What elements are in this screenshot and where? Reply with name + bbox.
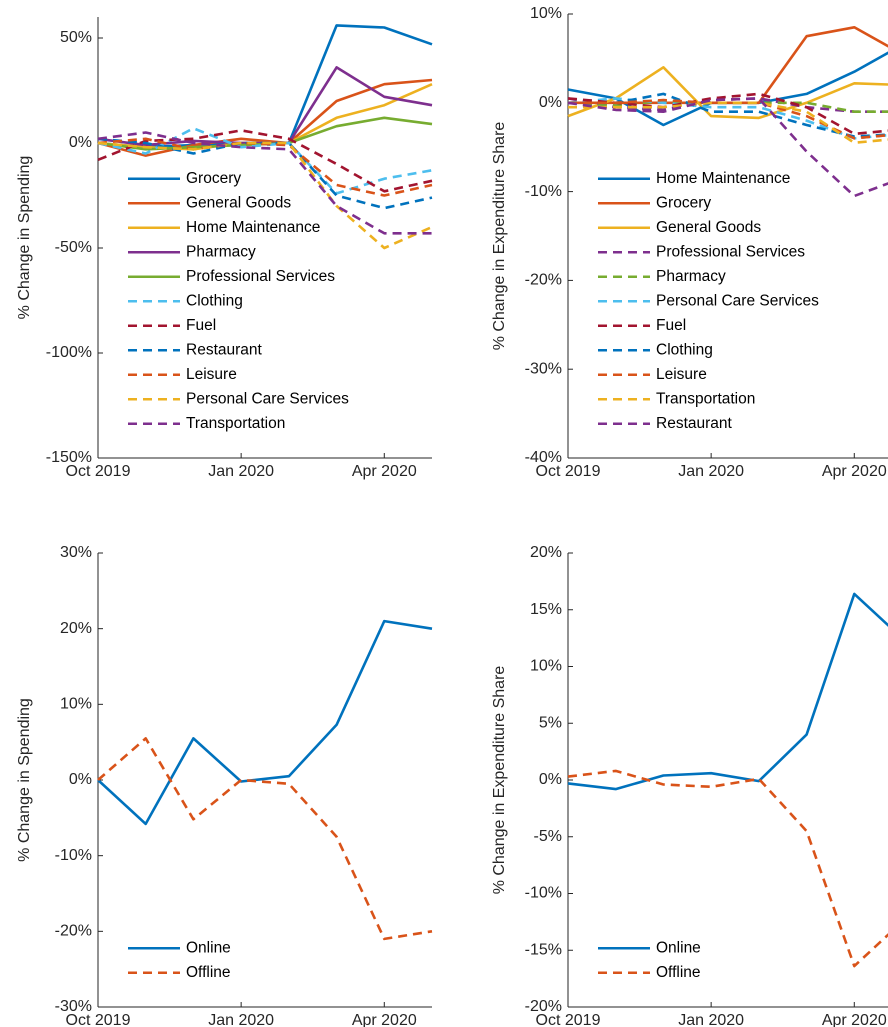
legend-label: Online	[656, 939, 701, 956]
series-line	[568, 26, 888, 105]
series-line	[97, 129, 433, 193]
legend-label: Grocery	[186, 170, 241, 187]
y-tick-label: 20%	[60, 620, 92, 637]
x-tick-label: Apr 2020	[822, 1012, 887, 1027]
y-tick-label: -150%	[46, 449, 92, 466]
legend: Grocery General Goods Home Maintenance Phar…	[128, 170, 349, 432]
y-tick-label: -100%	[46, 344, 92, 361]
legend-label: Leisure	[186, 366, 237, 383]
y-tick-label: -15%	[525, 941, 562, 958]
y-tick-label: -10%	[525, 885, 562, 902]
x-tick-label: Oct 2019	[66, 1012, 131, 1027]
y-tick-label: -10%	[55, 847, 92, 864]
x-tick-label: Oct 2019	[536, 463, 601, 480]
legend-label: Online	[186, 939, 231, 956]
x-tick-label: Jan 2020	[678, 1012, 744, 1027]
legend: Online Offline	[598, 939, 701, 981]
series-line	[568, 92, 888, 138]
legend-label: Personal Care Services	[656, 292, 819, 309]
legend-label: Grocery	[656, 194, 711, 211]
y-tick-label: -20%	[55, 923, 92, 940]
y-tick-label: 30%	[60, 544, 92, 561]
x-tick-label: Oct 2019	[66, 463, 131, 480]
y-tick-label: 15%	[530, 601, 562, 618]
legend-label: General Goods	[186, 194, 291, 211]
legend-label: Transportation	[186, 415, 285, 432]
series-line	[567, 592, 888, 791]
y-axis-label: % Change in Spending	[16, 698, 33, 862]
legend-label: Fuel	[656, 317, 686, 334]
series-line	[97, 737, 433, 941]
y-tick-label: -20%	[525, 998, 562, 1015]
legend-label: Fuel	[186, 317, 216, 334]
series-line	[567, 66, 888, 120]
legend-label: Offline	[186, 964, 231, 981]
series-line	[97, 78, 433, 157]
legend-label: Home Maintenance	[656, 170, 790, 187]
axes: -20% -15% -10% -5% 0% 5% 10% 15% 20% Oct 2019 Jan …	[491, 544, 888, 1027]
y-axis-label: % Change in Expenditure Share	[491, 122, 508, 351]
y-tick-label: 10%	[530, 5, 562, 22]
x-tick-label: Apr 2020	[352, 1012, 417, 1027]
y-tick-label: 0%	[69, 134, 92, 151]
series-line	[568, 101, 888, 145]
legend-label: Pharmacy	[186, 243, 256, 260]
x-tick-label: Oct 2019	[536, 1012, 601, 1027]
legend-label: Professional Services	[186, 268, 335, 285]
legend-label: Pharmacy	[656, 268, 726, 285]
y-tick-label: -10%	[525, 183, 562, 200]
x-tick-label: Jan 2020	[208, 463, 274, 480]
axes: -40% -30% -20% -10% 0% 10% Oct 2019 Jan 2020 Apr…	[491, 5, 888, 480]
x-tick-label: Apr 2020	[352, 463, 417, 480]
legend-label: Clothing	[186, 292, 243, 309]
series-line	[567, 97, 888, 198]
y-tick-label: 20%	[530, 544, 562, 561]
y-tick-label: 50%	[60, 29, 92, 46]
y-tick-label: 0%	[69, 771, 92, 788]
y-tick-label: -20%	[525, 272, 562, 289]
y-tick-label: 0%	[539, 771, 562, 788]
legend-label: Personal Care Services	[186, 390, 349, 407]
axes: -150% -100% -50% 0% 50% Oct 2019 Jan 2020 Apr 2…	[16, 17, 433, 480]
y-tick-label: 0%	[539, 94, 562, 111]
legend: Online Offline	[128, 939, 231, 981]
y-tick-label: 10%	[530, 658, 562, 675]
y-axis-label: % Change in Spending	[16, 156, 33, 320]
y-tick-label: -5%	[534, 828, 562, 845]
x-tick-label: Jan 2020	[208, 1012, 274, 1027]
y-tick-label: 10%	[60, 696, 92, 713]
series-line	[97, 141, 433, 250]
y-tick-label: -30%	[55, 998, 92, 1015]
x-tick-label: Apr 2020	[822, 463, 887, 480]
legend-label: Restaurant	[186, 341, 263, 358]
legend-label: General Goods	[656, 219, 761, 236]
y-tick-label: -30%	[525, 360, 562, 377]
y-tick-label: 5%	[539, 714, 562, 731]
legend-label: Leisure	[656, 366, 707, 383]
series-line	[97, 619, 433, 826]
series-line	[567, 769, 888, 968]
y-tick-label: -40%	[525, 449, 562, 466]
series-line	[567, 97, 888, 140]
legend-label: Offline	[656, 964, 701, 981]
legend-label: Restaurant	[656, 415, 733, 432]
x-tick-label: Jan 2020	[678, 463, 744, 480]
series-line	[567, 92, 888, 136]
series-line	[567, 51, 888, 127]
legend-label: Home Maintenance	[186, 219, 320, 236]
y-axis-label: % Change in Expenditure Share	[491, 666, 508, 895]
y-tick-label: -50%	[55, 239, 92, 256]
series-line	[97, 131, 432, 235]
axes: -30% -20% -10% 0% 10% 20% 30% Oct 2019 Jan 2020 A…	[16, 544, 433, 1027]
legend-label: Transportation	[656, 390, 755, 407]
legend-label: Professional Services	[656, 243, 805, 260]
legend: Home Maintenance Grocery General Goods Prof…	[598, 170, 819, 432]
legend-label: Clothing	[656, 341, 713, 358]
